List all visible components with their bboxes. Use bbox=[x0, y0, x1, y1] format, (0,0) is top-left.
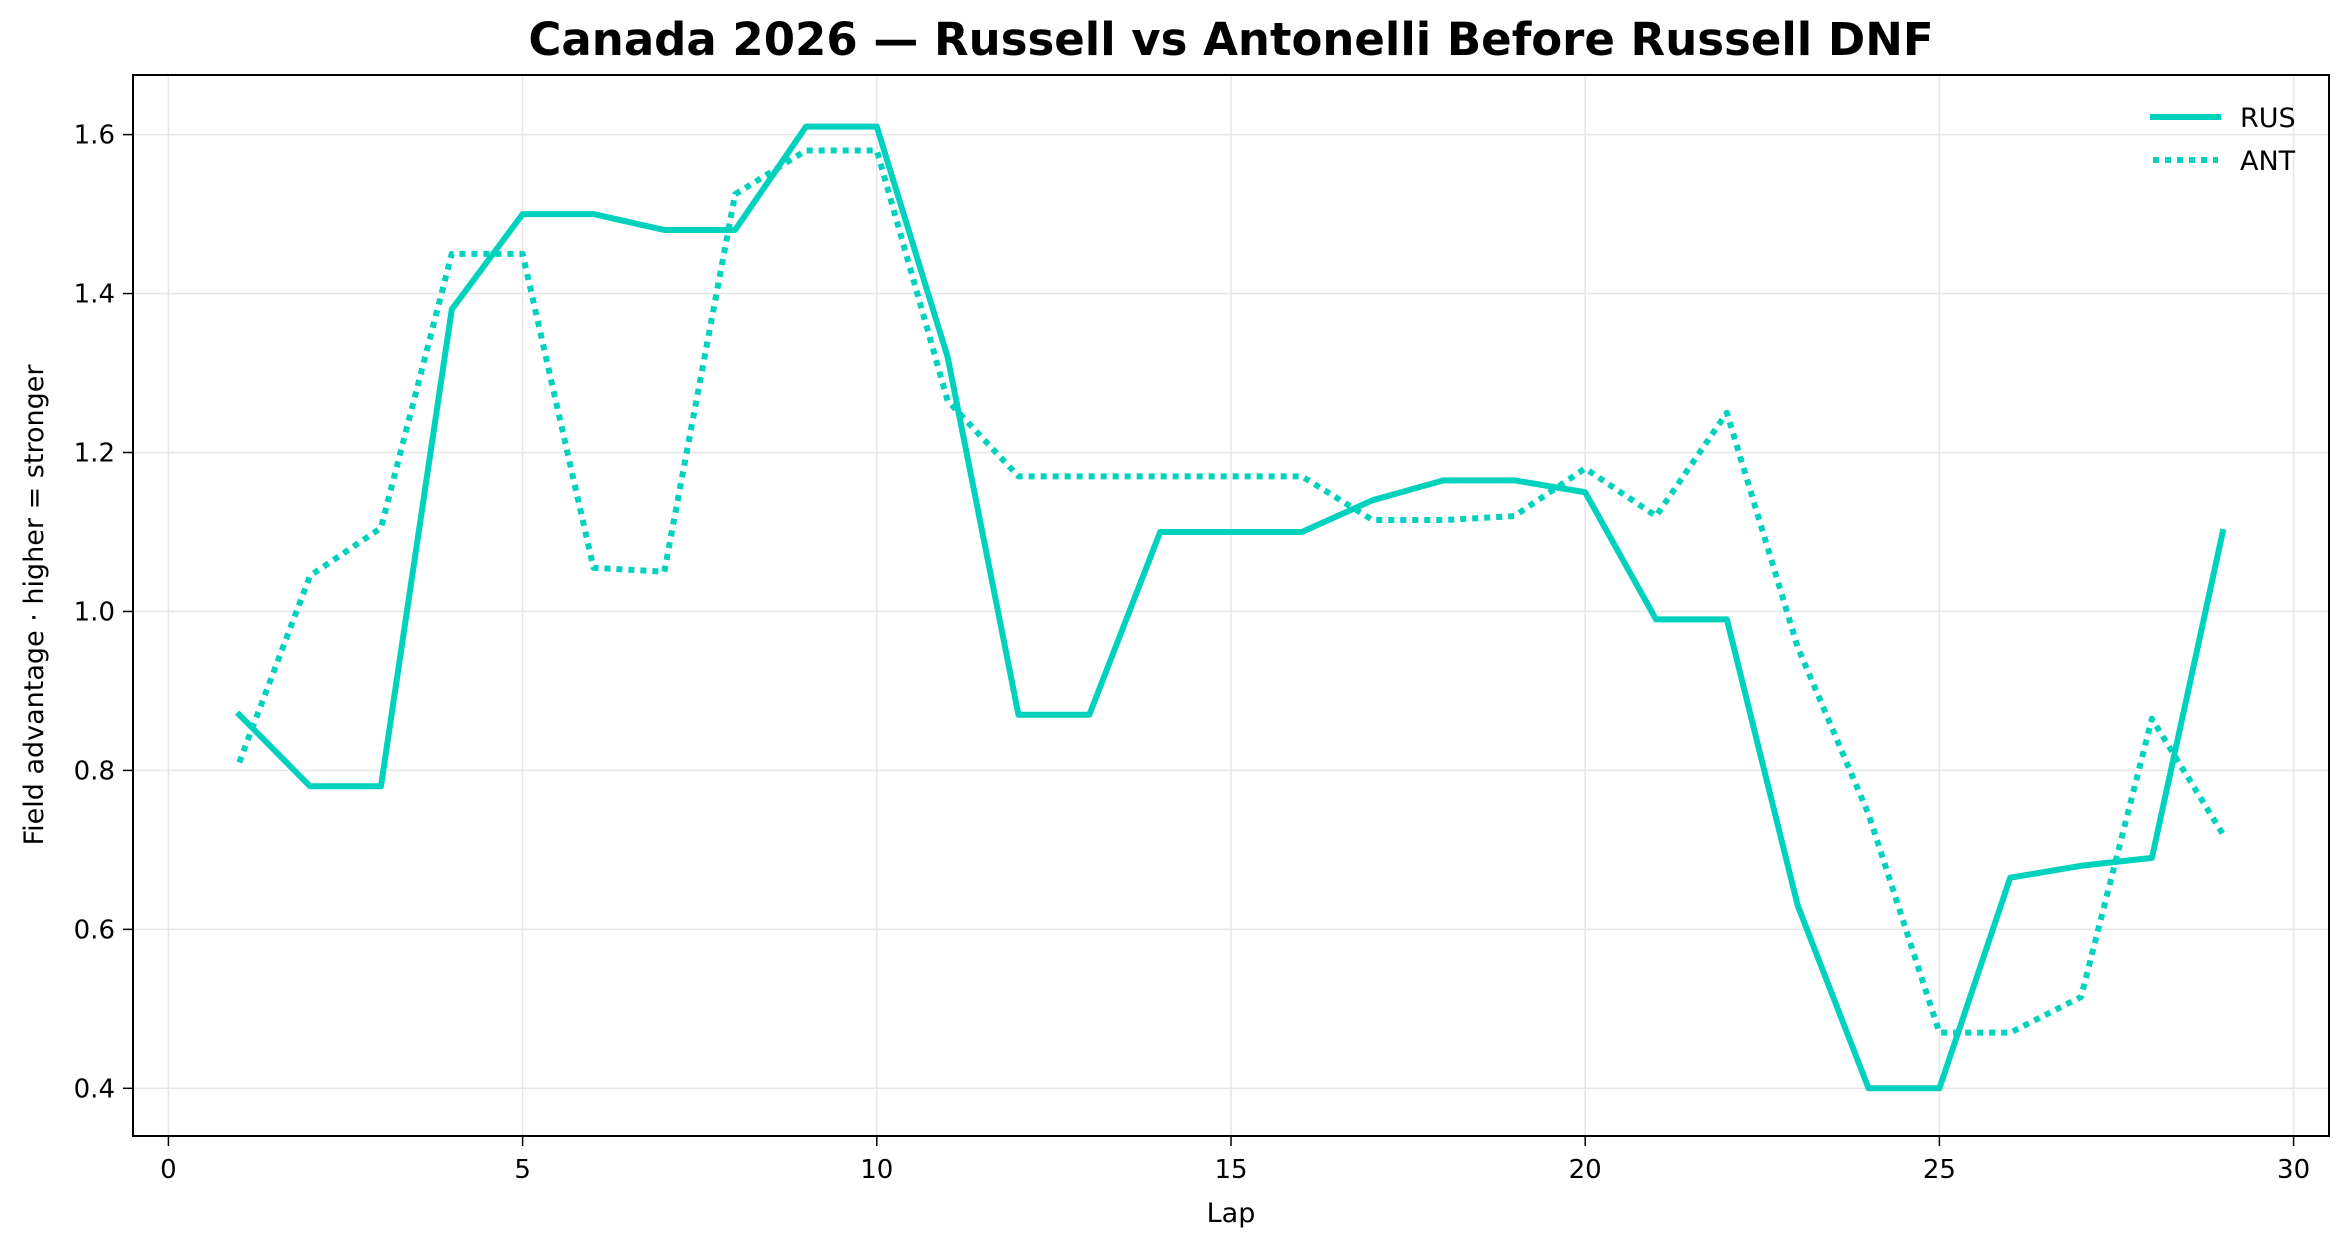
x-tick-label: 0 bbox=[160, 1155, 177, 1185]
legend-label-ant: ANT bbox=[2240, 146, 2296, 177]
y-tick-label: 0.8 bbox=[74, 756, 115, 786]
chart-title: Canada 2026 — Russell vs Antonelli Befor… bbox=[528, 13, 1933, 66]
x-tick-label: 15 bbox=[1214, 1155, 1247, 1185]
x-axis-label: Lap bbox=[1207, 1198, 1256, 1229]
series-line-ant bbox=[236, 147, 2226, 1036]
y-tick-label: 1.4 bbox=[74, 280, 115, 310]
x-tick-label: 30 bbox=[2277, 1155, 2310, 1185]
y-tick-label: 0.4 bbox=[74, 1074, 115, 1104]
axis-ticks: 0 5 10 15 20 25 30 0.4 0.6 0.8 1.0 1.2 1.4 1.6 bbox=[74, 121, 2310, 1185]
x-tick-label: 5 bbox=[514, 1155, 531, 1185]
x-tick-label: 20 bbox=[1569, 1155, 1602, 1185]
x-tick-label: 25 bbox=[1923, 1155, 1956, 1185]
y-tick-label: 1.2 bbox=[74, 439, 115, 469]
legend-label-rus: RUS bbox=[2240, 103, 2296, 134]
y-axis-label: Field advantage · higher = stronger bbox=[19, 364, 50, 846]
y-tick-label: 0.6 bbox=[74, 915, 115, 945]
series-line-rus bbox=[235, 123, 2227, 1092]
plot-series bbox=[235, 123, 2227, 1092]
x-tick-label: 10 bbox=[860, 1155, 893, 1185]
grid bbox=[133, 75, 2329, 1136]
y-tick-label: 1.6 bbox=[74, 121, 115, 151]
y-tick-label: 1.0 bbox=[74, 597, 115, 627]
legend: RUS ANT bbox=[2150, 103, 2296, 177]
